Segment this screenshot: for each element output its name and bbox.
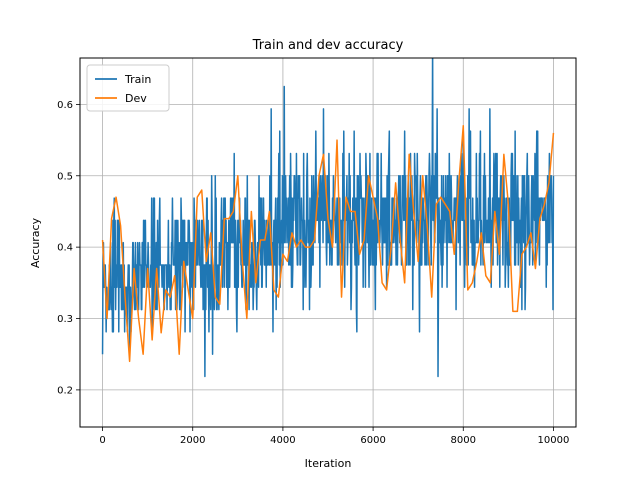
y-axis-label: Accuracy <box>29 217 42 268</box>
x-axis-label: Iteration <box>305 457 352 470</box>
x-axis: 0 2000 4000 6000 8000 10000 <box>99 427 569 446</box>
y-tick-label-4: 0.6 <box>57 100 73 111</box>
x-tick-label-5: 10000 <box>538 435 570 446</box>
chart-title: Train and dev accuracy <box>252 38 404 53</box>
plot-frame <box>79 57 577 428</box>
legend-label-dev: Dev <box>125 92 147 105</box>
series-line-train <box>101 58 555 378</box>
x-tick-label-3: 6000 <box>360 435 385 446</box>
x-tick-label-4: 8000 <box>451 435 476 446</box>
series-line-dev <box>101 125 555 363</box>
legend-box <box>86 64 170 112</box>
legend: Train Dev <box>86 64 170 112</box>
legend-label-train: Train <box>124 73 151 86</box>
x-tick-label-0: 0 <box>99 435 105 446</box>
y-tick-label-2: 0.4 <box>57 243 73 254</box>
y-tick-label-0: 0.2 <box>57 385 73 396</box>
y-tick-label-3: 0.5 <box>57 171 73 182</box>
x-tick-label-1: 2000 <box>180 435 205 446</box>
x-tick-label-2: 4000 <box>270 435 295 446</box>
y-tick-label-1: 0.3 <box>57 314 73 325</box>
y-axis: 0.2 0.3 0.4 0.5 0.6 <box>57 100 80 396</box>
series-layer <box>101 58 555 378</box>
